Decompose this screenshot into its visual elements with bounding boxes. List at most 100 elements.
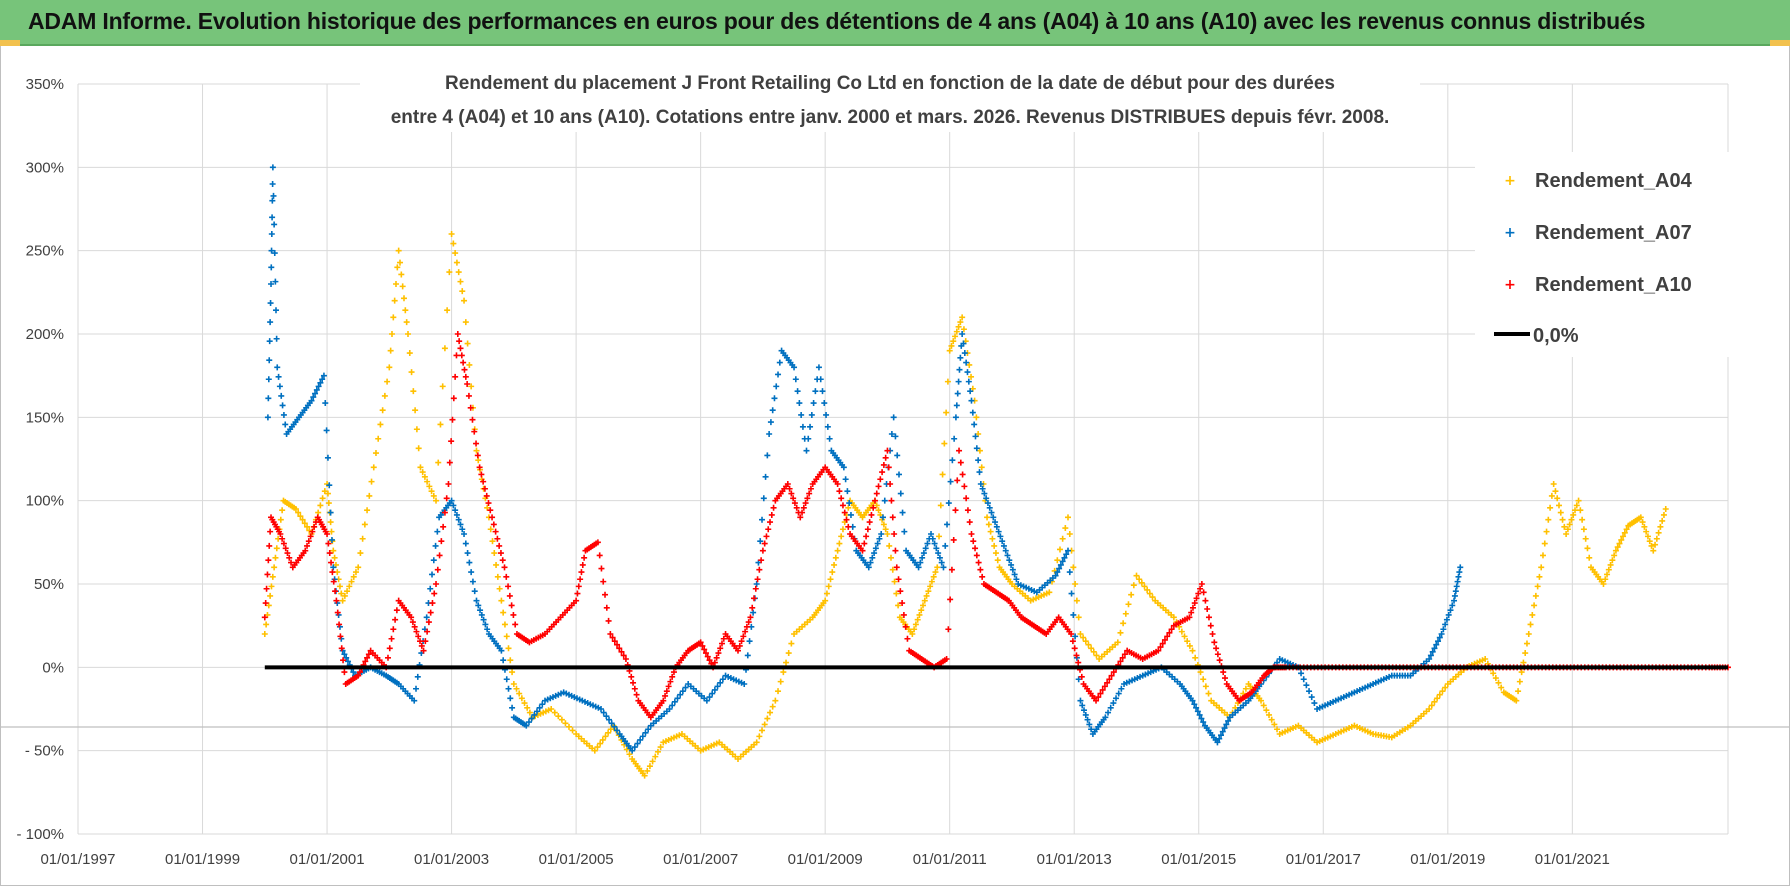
point-a07-594	[1449, 602, 1456, 609]
point-a10-488	[1119, 654, 1126, 661]
point-a07-600	[1455, 573, 1462, 580]
point-a04-340	[966, 361, 973, 368]
point-a04-385	[1065, 514, 1071, 521]
point-a10-15	[279, 535, 286, 542]
point-a04-119	[473, 447, 480, 454]
point-a07-284	[810, 400, 817, 407]
legend-item-a04: + Rendement_A04	[1504, 170, 1692, 192]
point-a10-19	[286, 554, 293, 561]
point-a07-234	[711, 686, 718, 693]
point-a07-405	[1013, 576, 1020, 583]
point-a10-524	[1197, 585, 1204, 592]
point-a04-549	[1490, 670, 1497, 677]
point-a04-313	[918, 607, 925, 614]
y-tick-label-8: 300%	[26, 159, 64, 176]
point-a07-277	[798, 411, 805, 418]
point-a04-92	[419, 469, 426, 476]
point-a10-368	[900, 611, 907, 618]
point-a04-145	[524, 704, 531, 711]
point-a10-42	[324, 531, 331, 537]
legend: + Rendement_A04 + Rendement_A07 + Rendem…	[1494, 170, 1693, 347]
point-a10-113	[446, 459, 453, 466]
point-a04-638	[1652, 541, 1659, 548]
point-a07-6	[267, 300, 274, 307]
point-a10-14	[277, 531, 284, 537]
point-a04-50	[341, 592, 348, 599]
point-a07-354	[935, 550, 942, 557]
point-a10-187	[579, 561, 586, 568]
point-a07-483	[1189, 697, 1196, 704]
point-a04-597	[1579, 516, 1586, 523]
point-a04-561	[1515, 688, 1522, 695]
point-a04-143	[518, 695, 525, 702]
point-a04-243	[785, 650, 792, 657]
point-a10-118	[453, 352, 460, 359]
point-a10-134	[478, 471, 485, 478]
point-a07-10	[268, 231, 275, 237]
point-a07-319	[872, 545, 879, 552]
point-a07-123	[455, 516, 462, 523]
point-a10-20	[288, 559, 295, 566]
point-a07-365	[953, 402, 960, 409]
point-a07-388	[983, 495, 990, 502]
point-a07-452	[1113, 695, 1120, 702]
x-tick-label-8: 01/01/2013	[1037, 851, 1112, 868]
horizontal-gridlines	[78, 83, 1728, 835]
point-a10-312	[804, 495, 811, 502]
point-a04-54	[350, 573, 357, 580]
point-a04-439	[1202, 683, 1209, 690]
point-a07-595	[1451, 597, 1458, 604]
point-a04-171	[599, 736, 606, 743]
point-a10-409	[973, 552, 980, 559]
point-a04-336	[959, 314, 966, 321]
point-a10-50	[334, 609, 341, 616]
point-a07-316	[867, 559, 874, 566]
point-a07-322	[878, 531, 885, 537]
point-a10-508	[1164, 633, 1171, 640]
point-a04-599	[1582, 535, 1589, 542]
point-a04-234	[761, 721, 768, 728]
point-a04-103	[444, 307, 451, 314]
point-a04-294	[884, 531, 891, 537]
point-a07-56	[330, 564, 337, 571]
point-a04-353	[989, 535, 996, 542]
point-a07-335	[901, 528, 908, 535]
point-a04-73	[390, 314, 397, 321]
point-a10-399	[956, 447, 963, 454]
point-a07-203	[629, 747, 636, 754]
point-a04-337	[960, 326, 967, 333]
point-a04-637	[1650, 547, 1657, 554]
point-a10-83	[393, 607, 400, 614]
point-a10-480	[1101, 683, 1108, 690]
point-a07-487	[1196, 711, 1203, 718]
point-a10-346	[864, 526, 871, 533]
point-a04-299	[893, 590, 900, 597]
point-a04-264	[831, 561, 838, 568]
point-a04-550	[1492, 675, 1499, 682]
point-a10-330	[836, 488, 843, 495]
point-a10-351	[873, 490, 880, 497]
point-a07-389	[984, 500, 991, 507]
point-a10-100	[424, 628, 431, 635]
point-a10-468	[1078, 673, 1085, 680]
point-a07-501	[1221, 725, 1228, 732]
point-a04-388	[1070, 564, 1077, 571]
point-a07-129	[466, 559, 473, 566]
point-a04-267	[836, 540, 843, 547]
point-a04-168	[591, 747, 598, 754]
point-a07-291	[823, 411, 830, 418]
point-a10-329	[834, 481, 841, 487]
point-a07-8	[268, 264, 275, 271]
point-a04-391	[1075, 614, 1082, 621]
point-a07-439	[1086, 721, 1093, 728]
point-a10-210	[622, 656, 629, 662]
point-a07-368	[956, 366, 963, 373]
point-a10-199	[600, 578, 607, 585]
point-a04-598	[1580, 526, 1587, 533]
point-a04-642	[1659, 517, 1666, 524]
point-a04-34	[321, 488, 328, 495]
point-a07-209	[645, 726, 652, 733]
point-a10-182	[573, 597, 580, 604]
point-a04-577	[1543, 528, 1550, 535]
point-a07-51	[323, 427, 330, 434]
